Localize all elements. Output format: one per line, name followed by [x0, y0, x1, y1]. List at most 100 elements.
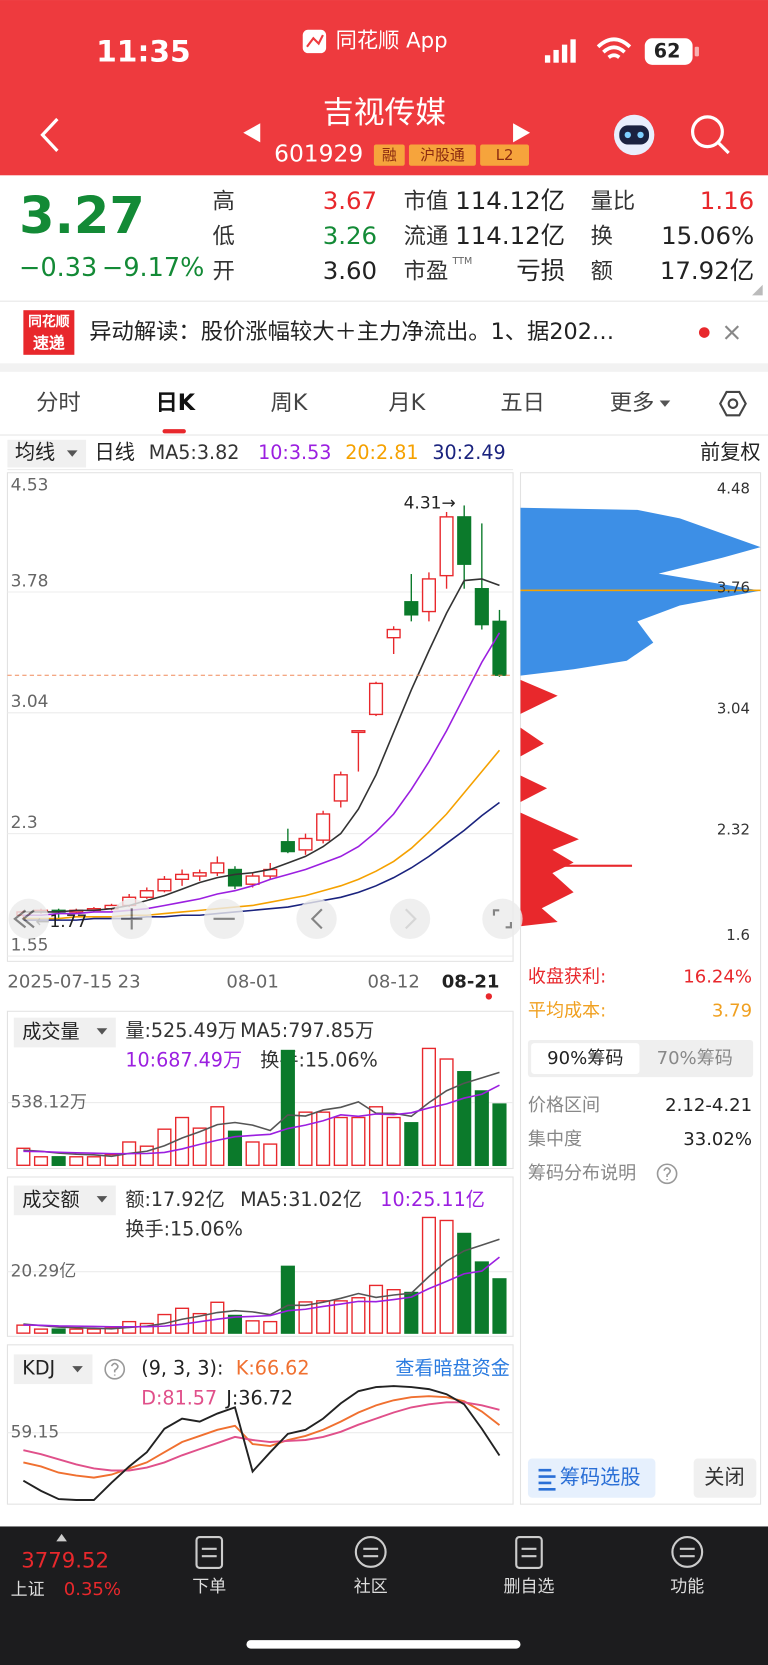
bar: [457, 1232, 472, 1334]
stat-label: 市值: [404, 188, 449, 214]
control-left[interactable]: [296, 898, 337, 940]
chip-panel: [519, 472, 762, 1505]
nav-label[interactable]: 删自选: [504, 1577, 555, 1597]
tab[interactable]: 月K: [388, 390, 426, 416]
candle-body: [210, 862, 225, 874]
bar: [33, 1328, 49, 1334]
chip-tab-active[interactable]: [531, 1043, 640, 1074]
select-label[interactable]: 筹码选股: [560, 1465, 641, 1489]
control-rewind[interactable]: [8, 898, 49, 940]
stat-label: 高: [212, 188, 234, 214]
tab[interactable]: 日K: [155, 390, 195, 416]
close-news[interactable]: [724, 325, 740, 340]
legend: MA5:797.85万: [240, 1019, 374, 1042]
nav-icon[interactable]: [671, 1536, 704, 1568]
bar: [439, 1219, 454, 1334]
ma-line: [23, 749, 501, 920]
ma-label: 10:3.53: [258, 441, 331, 464]
settings-dot: [727, 398, 739, 409]
nav-icon[interactable]: [354, 1536, 387, 1568]
bar: [474, 1090, 489, 1166]
search-button[interactable]: [690, 115, 724, 149]
candle-body: [386, 628, 401, 639]
amount-select[interactable]: [13, 1185, 116, 1216]
index-value[interactable]: 3779.52: [21, 1549, 109, 1574]
news-text[interactable]: 异动解读：股价涨幅较大＋主力净流出。1、据202…: [89, 319, 614, 345]
stat-value: 15.06%: [661, 221, 754, 250]
kdj-link[interactable]: 查看暗盘资金: [395, 1357, 510, 1380]
robot-eye: [637, 131, 644, 139]
close-button[interactable]: [693, 1458, 757, 1498]
volume-panel: [6, 1010, 514, 1170]
profit: 16.24%: [683, 966, 752, 987]
ma-line: [23, 1071, 500, 1158]
bar: [210, 1106, 225, 1166]
back-button[interactable]: [40, 117, 59, 152]
help-icon[interactable]: [104, 1358, 126, 1380]
tab[interactable]: 五日: [500, 390, 545, 416]
signal: [544, 39, 576, 63]
adjust[interactable]: 前复权: [700, 440, 761, 464]
nav-label[interactable]: 下单: [192, 1577, 226, 1597]
sub-charts: 538.12万 MA5:797.85万 10:687.49万 20.29亿 MA5:31…: [7, 1019, 514, 1501]
close-label[interactable]: 关闭: [704, 1465, 744, 1489]
expand-corner[interactable]: [752, 284, 763, 296]
control-fullscreen[interactable]: [482, 898, 523, 940]
tab[interactable]: 周K: [270, 390, 308, 416]
kdj-line: [22, 1385, 501, 1501]
ma-line: [23, 578, 500, 913]
badge-bottom: 速递: [33, 334, 65, 353]
period: 日线: [95, 440, 135, 464]
battery: [644, 38, 693, 65]
nav-icon[interactable]: [195, 1536, 224, 1569]
indicator: 均线: [15, 440, 55, 464]
control-right[interactable]: [389, 898, 431, 940]
gap: [0, 363, 768, 372]
bar: [492, 1278, 507, 1334]
stat-label: 换: [591, 223, 613, 249]
volume-select[interactable]: [13, 1017, 116, 1048]
nav-glyph: [201, 1547, 217, 1558]
bar: [69, 1328, 84, 1334]
nav-label[interactable]: 社区: [354, 1577, 388, 1597]
next-stock[interactable]: [513, 123, 531, 143]
ma-line: [23, 801, 500, 921]
nav-label[interactable]: 功能: [670, 1577, 704, 1597]
chip-axis: 4.48 3.76 3.04 2.32 1.6: [717, 480, 750, 944]
stat-label: 市盈: [404, 258, 449, 284]
legend: 10:687.49万: [125, 1049, 242, 1072]
chip-help[interactable]: 筹码分布说明: [528, 1163, 636, 1184]
bar: [351, 1116, 366, 1166]
settings-icon[interactable]: [718, 390, 747, 417]
prev-stock[interactable]: [243, 123, 261, 143]
amount-title: 成交额: [22, 1188, 79, 1211]
stat-value: 1.16: [700, 186, 754, 215]
row-value: 33.02%: [683, 1129, 752, 1150]
tag: 沪股通: [420, 146, 465, 164]
bar: [298, 1111, 313, 1166]
legend: MA5:31.02亿: [240, 1188, 362, 1211]
expand-arrow[interactable]: [56, 1533, 67, 1542]
bar: [86, 1328, 101, 1334]
ma-legend: MA5:3.82 10:3.53 20:2.81 30:2.49: [149, 441, 506, 464]
y-tick-label: 538.12万: [11, 1093, 87, 1113]
help-icon[interactable]: [656, 1163, 678, 1185]
chip-tab[interactable]: 90%筹码: [547, 1048, 623, 1069]
row-label: 集中度: [528, 1129, 582, 1150]
chip-tab[interactable]: 70%筹码: [657, 1048, 733, 1069]
chip-tick-label: 4.48: [717, 480, 750, 498]
bar: [69, 1156, 84, 1166]
candle-body: [421, 578, 436, 613]
bar: [175, 1116, 190, 1166]
tab[interactable]: 分时: [36, 390, 81, 416]
stat-label: 流通: [404, 223, 449, 249]
select-button[interactable]: [527, 1458, 656, 1498]
row-value: 2.12-4.21: [665, 1095, 752, 1116]
bar: [33, 1156, 49, 1166]
nav-icon[interactable]: [515, 1536, 543, 1569]
tab[interactable]: 更多: [610, 390, 655, 416]
candle-body: [192, 872, 207, 877]
bar: [263, 1143, 278, 1166]
x-tick-label: 23: [118, 972, 141, 993]
candle-body: [492, 620, 507, 676]
